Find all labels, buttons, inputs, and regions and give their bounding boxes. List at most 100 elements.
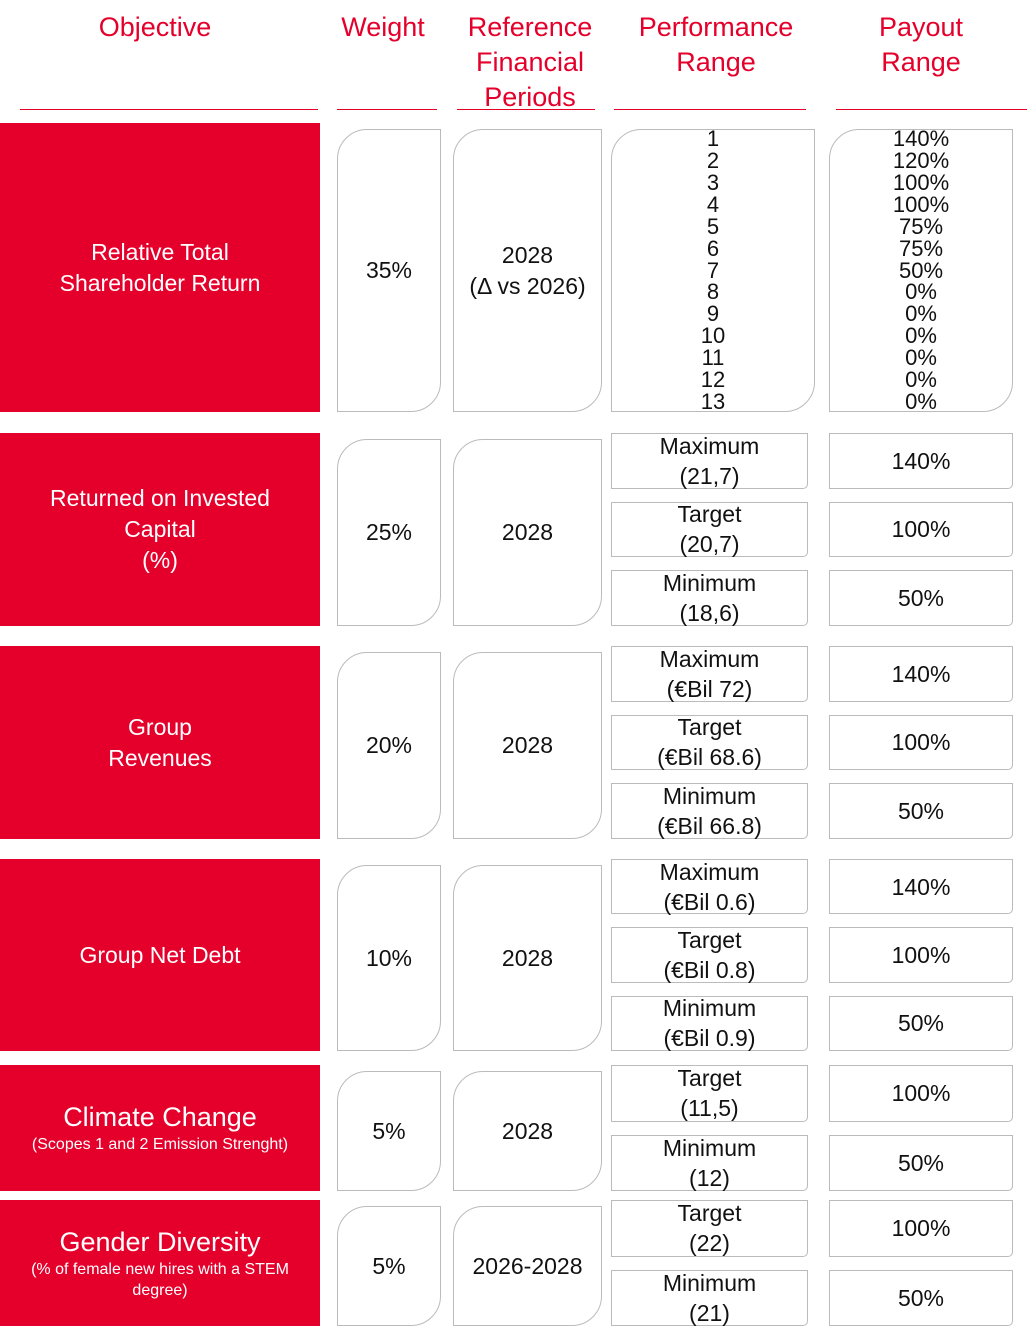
payout-item: 0%	[905, 301, 937, 327]
weight-cell: 25%	[337, 439, 441, 626]
performance-value: (21,7)	[679, 462, 740, 489]
performance-label: Target	[677, 927, 742, 953]
performance-item: 1	[706, 126, 720, 152]
column-header: Weight	[341, 12, 425, 42]
objective-cell: Relative Total Shareholder Return	[0, 123, 320, 412]
underline	[457, 109, 595, 110]
performance-value: (22)	[689, 1230, 730, 1257]
performance-box: Minimum (12)	[611, 1134, 808, 1191]
performance-label: Minimum	[662, 1269, 757, 1296]
payout-item: 75%	[898, 213, 944, 239]
payout-box: 100%	[829, 714, 1013, 771]
performance-item: 7	[706, 257, 720, 283]
objective-cell: Returned on Invested Capital (%)	[0, 433, 320, 626]
payout-item: 100%	[892, 169, 950, 195]
payout-item: 100%	[892, 191, 950, 217]
performance-box: Minimum (18,6)	[611, 570, 808, 626]
performance-item: 12	[700, 367, 726, 393]
performance-label: Target	[677, 714, 742, 741]
payout-box: 50%	[829, 995, 1013, 1051]
payout-box: 50%	[829, 1269, 1013, 1326]
column-header: Payout Range	[878, 12, 964, 77]
performance-item: 11	[701, 345, 725, 371]
payout-list: 140% 120% 100% 100% 75% 75% 50% 0% 0% 0% 0% 0% 0%	[829, 126, 1013, 414]
performance-item: 10	[700, 323, 726, 349]
performance-box: Target (20,7)	[611, 501, 808, 558]
performance-box: Maximum (21,7)	[611, 433, 808, 489]
objective-title: Returned on Invested Capital (%)	[50, 485, 270, 573]
performance-value: (12)	[689, 1164, 730, 1191]
payout-box: 100%	[829, 501, 1013, 558]
performance-value: (20,7)	[679, 531, 740, 558]
column-header: Performance Range	[638, 12, 794, 77]
performance-label: Minimum	[662, 783, 757, 810]
performance-box: Minimum (21)	[611, 1269, 808, 1326]
performance-item: 5	[706, 213, 720, 239]
performance-label: Minimum	[662, 570, 757, 597]
objective-title: Gender Diversity	[59, 1226, 261, 1257]
objective-title: Climate Change	[63, 1102, 257, 1132]
underline	[337, 109, 437, 110]
payout-box: 140%	[829, 646, 1013, 702]
performance-box: Target (11,5)	[611, 1065, 808, 1122]
period-cell: 2028	[453, 1071, 602, 1191]
performance-box: Minimum (€Bil 66.8)	[611, 783, 808, 839]
payout-item: 0%	[905, 279, 937, 305]
payout-box: 140%	[829, 433, 1013, 489]
performance-label: Maximum	[659, 858, 760, 885]
period-cell: 2026-2028	[453, 1206, 602, 1326]
performance-item: 6	[706, 235, 720, 261]
performance-box: Target (€Bil 68.6)	[611, 714, 808, 771]
payout-item: 0%	[905, 345, 937, 371]
performance-box: Maximum (€Bil 72)	[611, 646, 808, 702]
payout-box: 100%	[829, 927, 1013, 983]
payout-item: 0%	[905, 388, 937, 414]
performance-label: Minimum	[662, 995, 757, 1022]
objective-subtitle: (% of female new hires with a STEM degre…	[31, 1260, 289, 1299]
period-cell: 2028	[453, 439, 602, 626]
performance-value: (€Bil 0.9)	[663, 1025, 756, 1052]
underline	[614, 109, 806, 110]
performance-box: Minimum (€Bil 0.9)	[611, 995, 808, 1052]
payout-box: 140%	[829, 859, 1013, 915]
performance-value: (€Bil 66.8)	[657, 813, 762, 840]
performance-box: Target (22)	[611, 1200, 808, 1257]
performance-label: Target	[677, 1065, 742, 1092]
payout-item: 0%	[905, 323, 937, 349]
performance-value: (18,6)	[679, 600, 740, 627]
performance-item: 9	[706, 301, 720, 327]
payout-item: 140%	[892, 126, 950, 152]
objective-cell: Group Net Debt	[0, 859, 320, 1051]
performance-value: (11,5)	[680, 1095, 739, 1122]
performance-value: (€Bil 72)	[666, 675, 753, 702]
performance-item: 4	[706, 191, 720, 217]
payout-box: 50%	[829, 783, 1013, 839]
weight-cell: 10%	[337, 865, 441, 1051]
underline	[836, 109, 1027, 110]
performance-box: Target (€Bil 0.8)	[611, 927, 808, 983]
payout-box: 50%	[829, 1134, 1013, 1191]
objective-title: Group Net Debt	[79, 941, 241, 968]
performance-value: (€Bil 0.8)	[663, 957, 756, 983]
performance-list: 1 2 3 4 5 6 7 8 9 10 11 12 13	[611, 126, 815, 412]
weight-cell: 5%	[337, 1071, 441, 1191]
payout-item: 0%	[905, 367, 937, 393]
performance-value: (€Bil 0.6)	[663, 888, 756, 915]
performance-item: 8	[706, 279, 720, 305]
performance-value: (€Bil 68.6)	[657, 744, 762, 771]
payout-item: 75%	[898, 235, 944, 261]
objective-title: Relative Total Shareholder Return	[59, 238, 261, 296]
weight-cell: 20%	[337, 652, 441, 839]
objective-cell: Climate Change (Scopes 1 and 2 Emission S…	[0, 1065, 320, 1191]
column-header: Objective	[98, 12, 212, 42]
payout-box: 100%	[829, 1200, 1013, 1257]
objective-subtitle: (Scopes 1 and 2 Emission Strenght)	[31, 1136, 289, 1153]
performance-label: Target	[677, 501, 742, 528]
objective-cell: Group Revenues	[0, 646, 320, 839]
payout-item: 120%	[892, 148, 950, 174]
performance-item: 3	[706, 169, 720, 195]
underline	[20, 109, 318, 110]
period-cell: 2028	[453, 865, 602, 1051]
performance-label: Maximum	[659, 645, 760, 672]
